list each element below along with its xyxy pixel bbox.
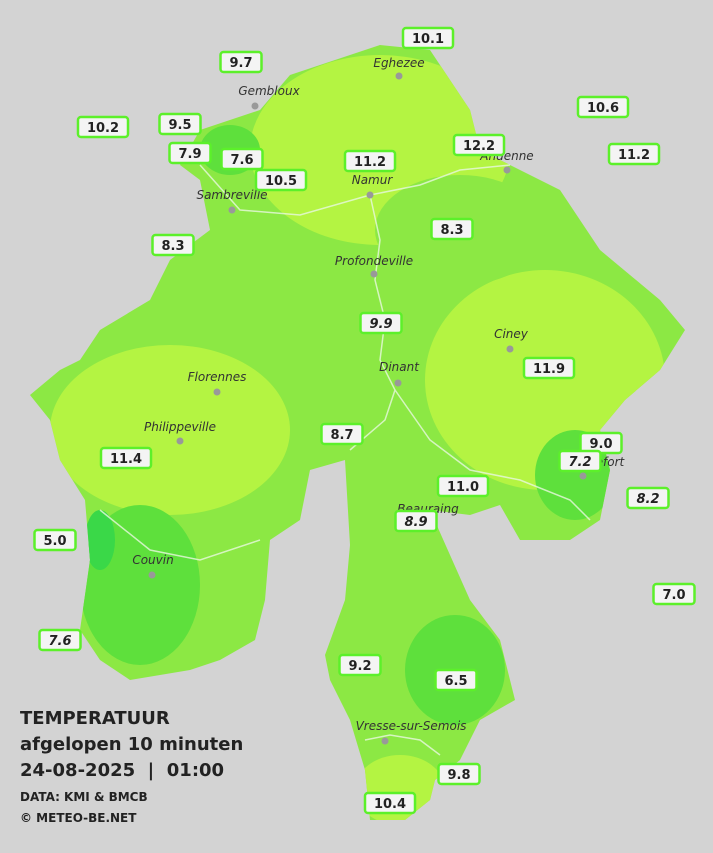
town-label: Gembloux bbox=[238, 84, 300, 98]
town-label: Namur bbox=[352, 173, 394, 187]
legend-copyright: © METEO-BE.NET bbox=[20, 811, 137, 825]
station-box bbox=[168, 141, 212, 165]
town-dot bbox=[213, 388, 221, 396]
station-box bbox=[76, 115, 130, 139]
station-value: 6.5 bbox=[444, 674, 467, 689]
town-dot bbox=[394, 379, 402, 387]
station-value: 9.5 bbox=[168, 118, 191, 133]
station-box bbox=[320, 422, 364, 446]
station-value: 9.0 bbox=[589, 437, 612, 452]
station-box bbox=[219, 50, 263, 74]
town-dot bbox=[370, 270, 378, 278]
station-value: 11.4 bbox=[110, 452, 142, 467]
station-box bbox=[363, 791, 417, 815]
station-value: 11.9 bbox=[533, 362, 565, 377]
town-dot bbox=[395, 72, 403, 80]
town-dot bbox=[228, 206, 236, 214]
station-value: 12.2 bbox=[463, 139, 495, 154]
legend-source: DATA: KMI & BMCB bbox=[20, 790, 148, 804]
station-value: 7.6 bbox=[48, 634, 71, 649]
station-box bbox=[434, 668, 478, 692]
station-value: 7.6 bbox=[230, 153, 253, 168]
station-box bbox=[652, 582, 696, 606]
station-box bbox=[38, 628, 82, 652]
station-value: 9.2 bbox=[348, 659, 371, 674]
station-box bbox=[437, 762, 481, 786]
legend-title: TEMPERATUUR bbox=[20, 708, 170, 729]
station-box bbox=[254, 168, 308, 192]
station-value: 8.3 bbox=[161, 239, 184, 254]
river bbox=[99, 509, 261, 561]
station-value: 10.6 bbox=[587, 101, 619, 116]
station-box bbox=[576, 95, 630, 119]
station-box bbox=[338, 653, 382, 677]
river bbox=[364, 734, 441, 756]
river bbox=[349, 194, 396, 451]
station-box bbox=[220, 147, 264, 171]
stations: 10.1 9.7 10.6 10.2 9.5 7.9 7.6 12.2 11.2 11.2 10.5… bbox=[33, 26, 696, 815]
station-box bbox=[626, 486, 670, 510]
station-value: 8.2 bbox=[636, 492, 659, 507]
town-label: Eghezee bbox=[373, 56, 424, 70]
station-value: 11.2 bbox=[618, 148, 650, 163]
station-box bbox=[401, 26, 455, 50]
town-label: Philippeville bbox=[144, 420, 216, 434]
station-value: 7.9 bbox=[178, 147, 201, 162]
river bbox=[394, 389, 591, 521]
station-value: 10.2 bbox=[87, 121, 119, 136]
town-label: Dinant bbox=[379, 360, 420, 374]
station-value: 7.0 bbox=[662, 588, 685, 603]
town-label: Florennes bbox=[188, 370, 247, 384]
legend-subtitle: afgelopen 10 minuten bbox=[20, 734, 243, 755]
station-box bbox=[436, 474, 490, 498]
towns: EghezeeGemblouxAndenneNamurSambrevillePr… bbox=[132, 56, 626, 745]
station-box bbox=[558, 449, 602, 473]
station-value: 8.7 bbox=[330, 428, 353, 443]
station-box bbox=[394, 509, 438, 533]
station-value: 8.9 bbox=[404, 515, 427, 530]
town-dot bbox=[503, 166, 511, 174]
station-box bbox=[151, 233, 195, 257]
town-dot bbox=[176, 437, 184, 445]
station-value: 9.7 bbox=[229, 56, 252, 71]
station-value: 11.2 bbox=[354, 155, 386, 170]
town-label: Sambreville bbox=[196, 188, 267, 202]
station-value: 10.5 bbox=[265, 174, 297, 189]
station-box bbox=[33, 528, 77, 552]
station-value: 10.1 bbox=[412, 32, 444, 47]
station-value: 9.9 bbox=[369, 317, 392, 332]
town-label: Vresse-sur-Semois bbox=[356, 719, 467, 733]
station-value: 8.3 bbox=[440, 223, 463, 238]
legend-datetime: 24-08-2025 | 01:00 bbox=[20, 760, 224, 781]
cold-zone bbox=[85, 510, 115, 570]
town-label: Couvin bbox=[132, 553, 173, 567]
station-value: 10.4 bbox=[374, 797, 406, 812]
town-dot bbox=[251, 102, 259, 110]
station-value: 11.0 bbox=[447, 480, 479, 495]
station-value: 5.0 bbox=[43, 534, 66, 549]
station-box bbox=[430, 217, 474, 241]
station-value: 7.2 bbox=[568, 455, 591, 470]
station-box bbox=[158, 112, 202, 136]
warm-zone bbox=[50, 345, 290, 515]
station-box bbox=[99, 446, 153, 470]
station-value: 9.8 bbox=[447, 768, 470, 783]
town-dot bbox=[366, 191, 374, 199]
town-dot bbox=[381, 737, 389, 745]
town-dot bbox=[148, 571, 156, 579]
station-box bbox=[522, 356, 576, 380]
station-box bbox=[607, 142, 661, 166]
station-box bbox=[452, 133, 506, 157]
town-dot bbox=[506, 345, 514, 353]
town-dot bbox=[579, 472, 587, 480]
town-label: Ciney bbox=[494, 327, 529, 341]
town-label: Profondeville bbox=[335, 254, 413, 268]
station-box bbox=[343, 149, 397, 173]
station-box bbox=[359, 311, 403, 335]
